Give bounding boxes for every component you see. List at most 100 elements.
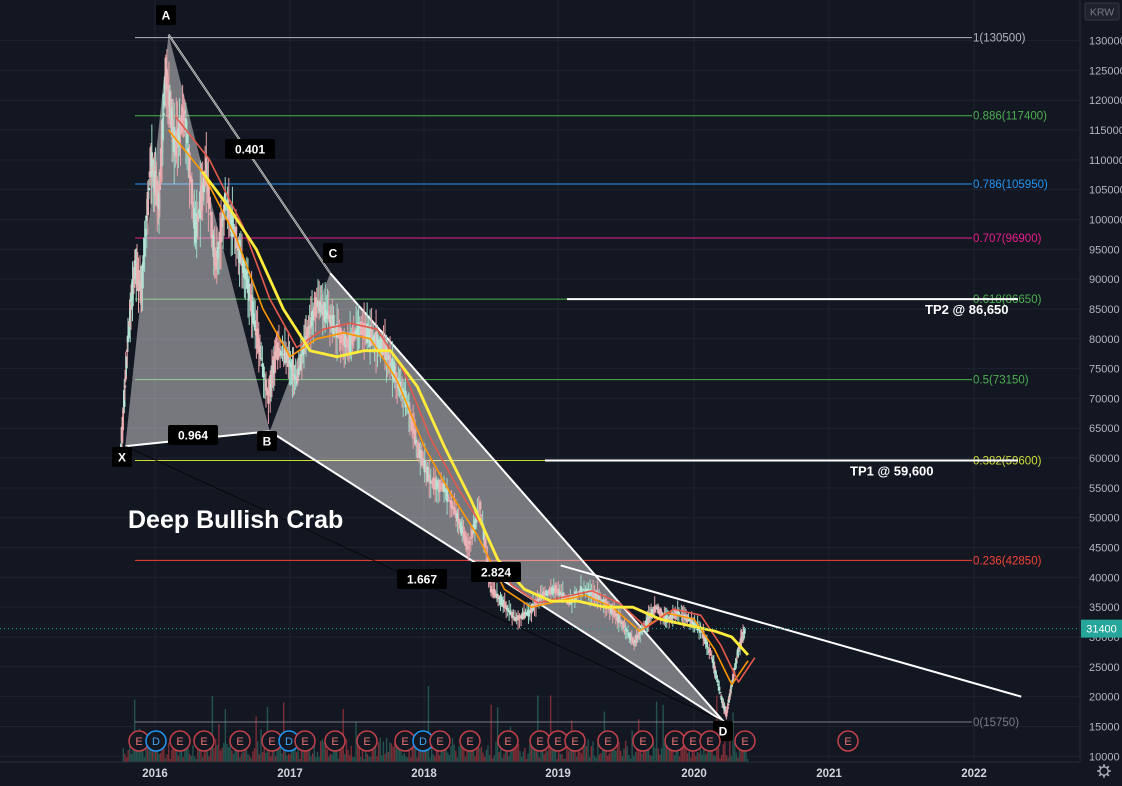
candle-body [480, 514, 483, 516]
earnings-marker[interactable] [193, 730, 215, 752]
volume-bar [590, 746, 593, 762]
earnings-marker[interactable] [294, 730, 316, 752]
volume-bar [227, 747, 230, 762]
candle-body [654, 605, 658, 609]
price-axis-background [1080, 0, 1122, 786]
candle-body [502, 599, 505, 607]
volume-bar [442, 745, 444, 762]
volume-bar [329, 754, 332, 762]
volume-bar [527, 753, 529, 762]
earnings-marker[interactable] [837, 730, 859, 752]
candle-body [125, 356, 128, 369]
candle-body [716, 679, 719, 683]
currency-badge[interactable] [1084, 2, 1120, 21]
volume-bar [493, 755, 496, 762]
volume-bar [623, 748, 625, 762]
volume-bar [348, 755, 351, 762]
last-price-tag[interactable] [1081, 619, 1122, 638]
dividend-marker[interactable] [145, 730, 167, 752]
volume-bar [693, 752, 695, 762]
volume-bar [166, 754, 168, 762]
pattern-point-box [156, 5, 176, 25]
candle-body [143, 238, 146, 257]
earnings-marker[interactable] [564, 730, 586, 752]
earnings-marker[interactable] [597, 730, 619, 752]
volume-bar [641, 753, 643, 762]
volume-bar [271, 742, 274, 762]
earnings-marker[interactable] [169, 730, 191, 752]
price-tick-label: 85000 [1089, 304, 1120, 316]
volume-bar [719, 758, 721, 762]
volume-bar [287, 753, 290, 762]
candle-body [728, 695, 731, 701]
candle-body [132, 269, 136, 281]
candle-body [516, 615, 520, 621]
pattern-leg-cd[interactable] [329, 272, 725, 723]
candle-body [554, 584, 557, 594]
volume-bar [538, 757, 541, 762]
earnings-marker[interactable] [356, 730, 378, 752]
volume-bar [200, 751, 202, 762]
volume-bar [174, 748, 176, 762]
candle-body [635, 634, 638, 643]
candle-body [493, 589, 496, 598]
candle-body [719, 696, 723, 698]
candle-body [215, 250, 218, 270]
earnings-marker[interactable] [734, 730, 756, 752]
settings-gear-icon[interactable] [1097, 764, 1111, 778]
candle-body [518, 615, 521, 619]
volume-bar [411, 738, 414, 762]
earnings-marker[interactable] [699, 730, 721, 752]
trendline[interactable] [560, 564, 1022, 698]
candle-body [306, 327, 309, 343]
volume-bar [480, 746, 483, 762]
candle-body [284, 349, 288, 363]
candle-body [468, 541, 471, 545]
volume-bar [146, 745, 149, 762]
volume-bar [418, 744, 420, 762]
candle-body [741, 631, 745, 639]
candle-body [362, 322, 366, 339]
time-axis[interactable]: 2016 2017 2018 2019 2020 2021 2022 [0, 761, 1122, 786]
volume-bars [122, 685, 749, 762]
candle-body [213, 247, 216, 266]
candle-body [221, 211, 225, 221]
time-tick-label: 2021 [816, 768, 842, 780]
volume-bar [733, 742, 736, 762]
price-tick-label: 25000 [1089, 662, 1120, 674]
volume-bar [620, 750, 622, 762]
fib-level-label: 0(15750) [973, 717, 1019, 729]
volume-bar [524, 747, 526, 762]
volume-bar [553, 746, 555, 762]
earnings-marker[interactable] [459, 730, 481, 752]
time-tick-label: 2017 [277, 768, 303, 780]
candle-body [489, 585, 493, 593]
earnings-marker[interactable] [497, 730, 519, 752]
candle-body [142, 255, 145, 269]
candle-body [287, 351, 290, 368]
candle-body [591, 590, 595, 598]
candle-body [307, 326, 310, 335]
earnings-marker[interactable] [229, 730, 251, 752]
volume-bar [337, 758, 340, 762]
volume-bar [479, 747, 481, 762]
earnings-marker[interactable] [632, 730, 654, 752]
volume-bar [150, 749, 152, 762]
candle-body [358, 326, 361, 328]
candle-body [588, 589, 592, 597]
candle-body [590, 593, 593, 595]
volume-bar [618, 742, 620, 762]
volume-bar [602, 740, 604, 762]
volume-bar [274, 755, 277, 762]
volume-bar [529, 744, 531, 762]
earnings-marker[interactable] [429, 730, 451, 752]
volume-bar [738, 749, 741, 762]
volume-bar [704, 754, 707, 762]
overlays[interactable]: TP1 @ 59,600 TP2 @ 86,650 X A B C D 0.401 0.964 1… [112, 5, 1022, 741]
volume-bar [691, 749, 694, 762]
earnings-marker[interactable] [324, 730, 346, 752]
volume-bar [559, 753, 562, 762]
